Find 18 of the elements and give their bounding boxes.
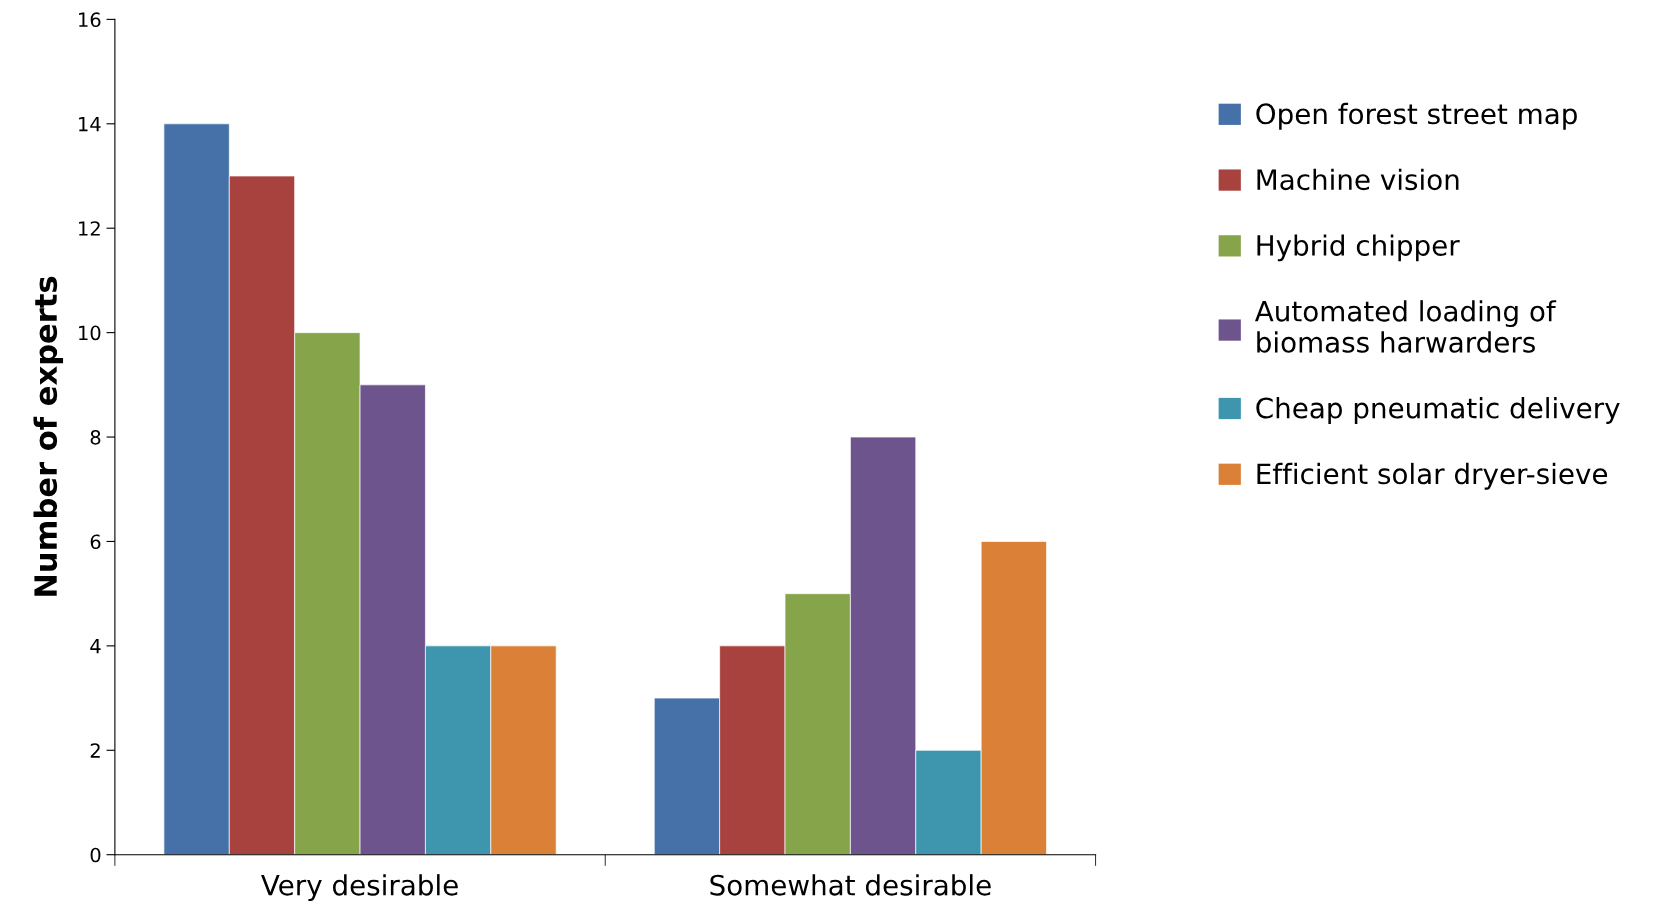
legend-label: Open forest street map [1256, 102, 1577, 130]
x-tick-label: Somewhat desirable [710, 874, 991, 896]
legend-label: Efficient solar dryer-sieve [1257, 462, 1608, 490]
y-tick-label: 0 [90, 847, 101, 863]
y-tick-label: 6 [90, 534, 101, 550]
legend-label: Hybrid chipper [1257, 234, 1460, 262]
x-tick-label: Very desirable [261, 874, 458, 902]
legend-label: Automated loading of biomass harwarders [1254, 300, 1557, 353]
y-tick-label: 4 [90, 639, 101, 654]
y-tick-label: 14 [79, 117, 101, 132]
legend-label: Cheap pneumatic delivery [1256, 397, 1620, 424]
y-tick-label: 8 [90, 430, 101, 445]
legend-label: Machine vision [1257, 168, 1459, 191]
y-tick-label: 12 [79, 221, 100, 236]
y-tick-label: 16 [79, 12, 101, 28]
y-tick-label: 2 [90, 743, 100, 758]
y-tick-label: 10 [79, 325, 101, 341]
y-axis-title: Number of experts [33, 276, 64, 596]
